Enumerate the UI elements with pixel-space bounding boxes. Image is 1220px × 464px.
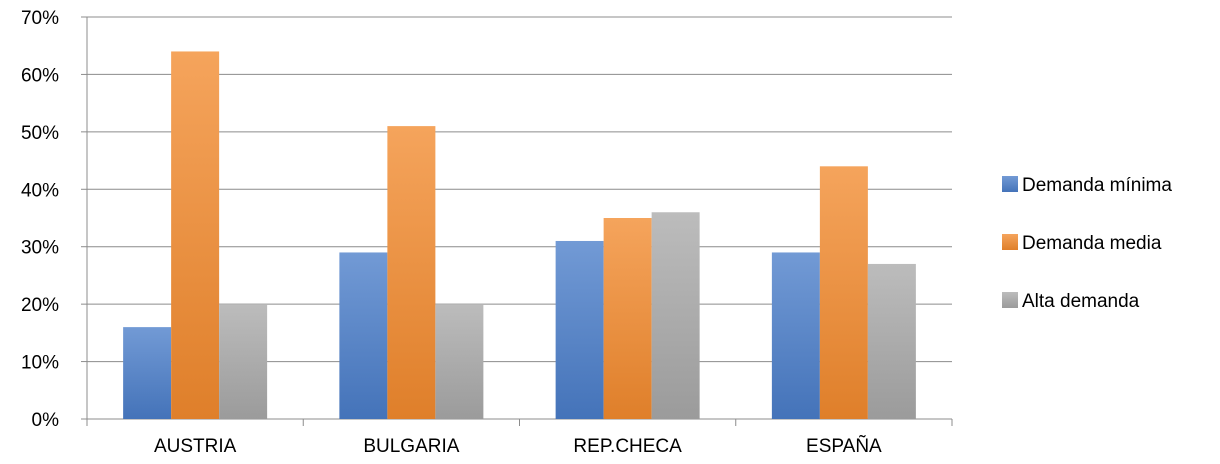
bar — [603, 218, 652, 419]
legend-label: Demanda media — [1022, 233, 1162, 254]
y-tick-label: 20% — [21, 295, 59, 316]
y-tick-label: 50% — [21, 123, 59, 144]
legend-swatch — [1002, 176, 1018, 192]
y-tick-label: 40% — [21, 180, 59, 201]
bar — [555, 240, 604, 419]
bar — [171, 51, 220, 419]
legend-swatch — [1002, 292, 1018, 308]
y-axis: 0% 10% 20% 30% 40% 50% 60% 70% — [21, 8, 88, 431]
legend-label: Demanda mínima — [1022, 175, 1172, 196]
bar — [651, 212, 700, 419]
bar — [219, 304, 268, 419]
bars — [123, 51, 916, 419]
legend-swatch — [1002, 234, 1018, 250]
bar — [435, 304, 484, 419]
y-tick-label: 60% — [21, 65, 59, 86]
bar — [771, 252, 820, 419]
bar — [339, 252, 388, 419]
x-axis: AUSTRIA BULGARIA REP.CHECA ESPAÑA — [86, 418, 953, 457]
bar — [819, 166, 868, 419]
bar — [123, 327, 172, 419]
y-tick-label: 0% — [32, 410, 60, 431]
x-tick-label: AUSTRIA — [154, 436, 237, 457]
y-tick-label: 70% — [21, 8, 59, 29]
legend: Demanda mínima Demanda media Alta demanda — [1002, 175, 1172, 312]
y-tick-label: 10% — [21, 353, 59, 374]
legend-label: Alta demanda — [1022, 291, 1140, 312]
y-tick-label: 30% — [21, 238, 59, 259]
bar — [387, 126, 436, 419]
x-tick-label: ESPAÑA — [806, 435, 882, 457]
x-tick-label: REP.CHECA — [573, 436, 682, 457]
bar — [867, 263, 916, 419]
x-tick-label: BULGARIA — [363, 436, 459, 457]
